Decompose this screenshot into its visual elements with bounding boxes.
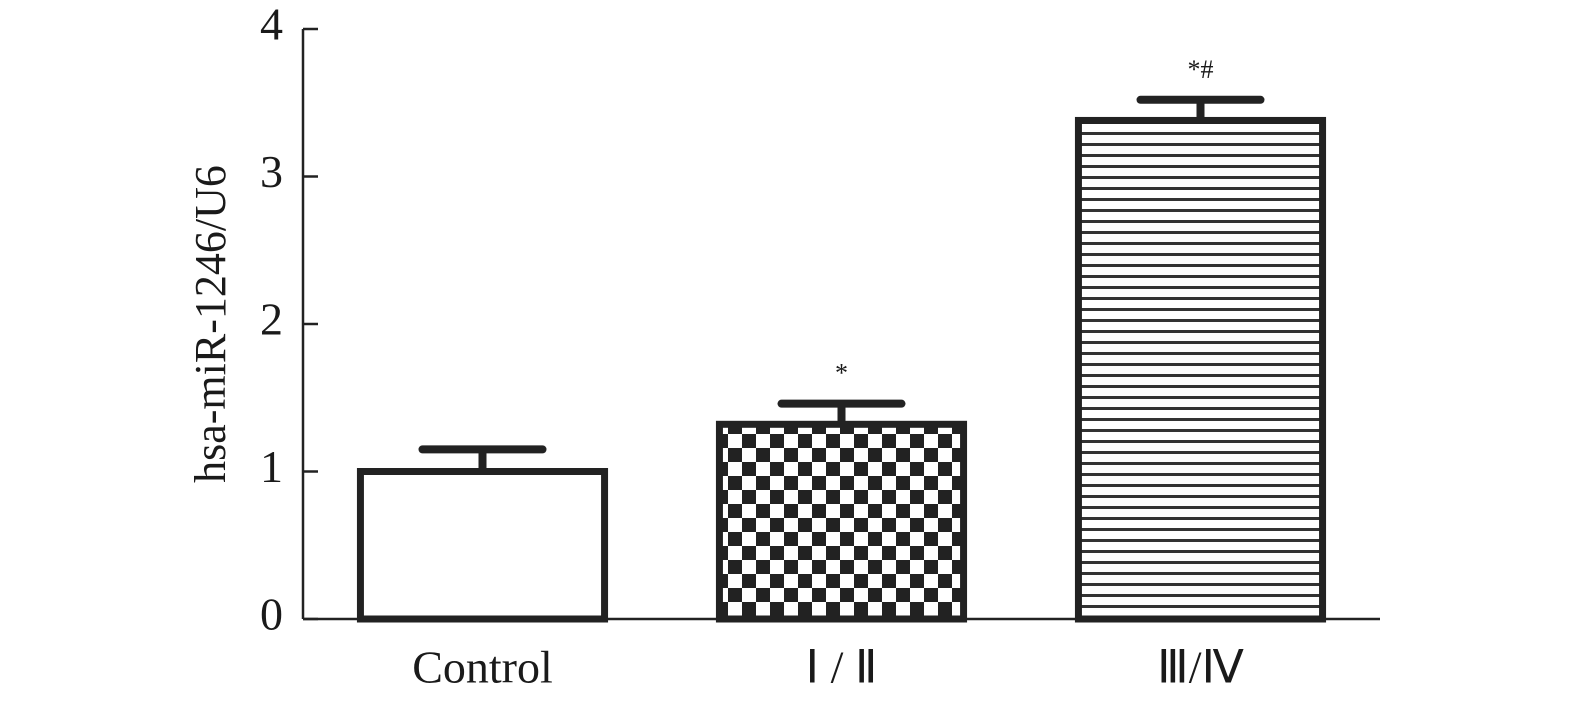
bar: [1074, 116, 1327, 623]
y-tick-label: 1: [260, 441, 283, 492]
x-tick-label: Control: [412, 642, 553, 693]
annotation: *#: [1188, 55, 1214, 84]
x-tick-label: Ⅰ / Ⅱ: [806, 642, 878, 693]
y-axis-label: hsa-miR-1246/U6: [186, 165, 235, 483]
y-tick-label: 2: [260, 294, 283, 345]
bar: [356, 468, 609, 623]
bar: [715, 420, 968, 623]
y-tick-label: 0: [260, 589, 283, 640]
y-tick-label: 4: [260, 0, 283, 50]
y-tick-label: 3: [260, 146, 283, 197]
annotation: *: [835, 359, 848, 388]
x-tick-label: Ⅲ/Ⅳ: [1157, 642, 1244, 693]
